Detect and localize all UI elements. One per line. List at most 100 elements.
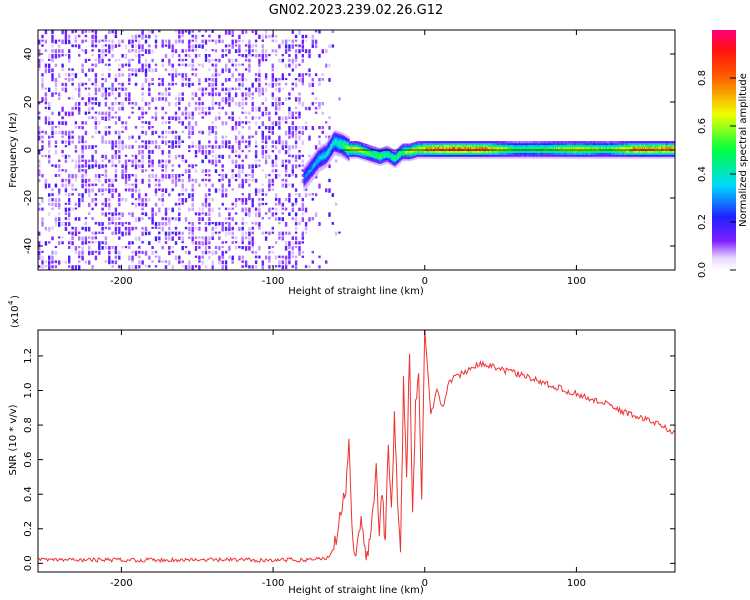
- spectrogram-cell: [151, 212, 154, 218]
- spectrogram-cell: [211, 58, 214, 62]
- spectrogram-cell: [124, 145, 128, 149]
- spectrogram-cell: [94, 30, 98, 35]
- spectrogram-cell: [144, 58, 148, 63]
- spectrogram-ridge-cell: [446, 156, 449, 159]
- spectrogram-ridge-cell: [334, 145, 336, 148]
- spectrogram-ridge-cell: [531, 146, 534, 150]
- spectrogram-cell: [298, 44, 301, 48]
- spectrogram-ridge-cell: [403, 143, 405, 146]
- spectrogram-cell: [161, 188, 164, 192]
- spectrogram-ridge-cell: [475, 141, 478, 144]
- spectrogram-ridge-cell: [336, 149, 339, 153]
- spectrogram-ridge-cell: [414, 153, 417, 156]
- spectrogram-cell: [101, 188, 104, 193]
- spectrogram-cell: [281, 212, 284, 215]
- spectrogram-ridge-cell: [571, 141, 573, 144]
- spectrogram-cell: [174, 140, 178, 145]
- spectrogram-cell: [228, 68, 231, 73]
- spectrogram-cell: [311, 82, 314, 87]
- spectrogram-ridge-cell: [569, 146, 572, 150]
- spectrogram-cell: [121, 30, 124, 33]
- spectrogram-ridge-cell: [362, 158, 365, 161]
- spectrogram-ridge-cell: [546, 156, 549, 159]
- spectrogram-cell: [161, 217, 164, 221]
- spectrogram-cell: [151, 140, 154, 145]
- spectrogram-ridge-cell: [304, 172, 307, 175]
- spectrogram-ridge-cell: [430, 154, 433, 157]
- spectrogram-ridge-cell: [440, 143, 443, 146]
- spectrogram-ridge-cell: [321, 160, 324, 163]
- spectrogram-cell: [78, 126, 81, 129]
- spectrogram-cell: [201, 145, 204, 150]
- spectrogram-ridge-cell: [425, 145, 428, 148]
- spectrogram-ridge-cell: [563, 146, 566, 150]
- spectrogram-cell: [74, 265, 78, 270]
- spectrogram-ridge-cell: [442, 146, 445, 150]
- spectrogram-ridge-cell: [411, 142, 414, 145]
- spectrogram-cell: [111, 39, 114, 44]
- spectrogram-cell: [274, 82, 278, 87]
- spectrogram-cell: [224, 231, 228, 237]
- spectrogram-cell: [164, 92, 168, 96]
- spectrogram-ridge-cell: [392, 149, 395, 152]
- spectrogram-cell: [281, 217, 284, 222]
- spectrogram-ridge-cell: [569, 156, 572, 159]
- spectrogram-cell: [48, 212, 51, 216]
- spectrogram-cell: [54, 54, 58, 59]
- spectrogram-ridge-cell: [326, 158, 329, 161]
- spectrogram-ridge-cell: [348, 149, 350, 153]
- spectrogram-ridge-cell: [309, 177, 312, 180]
- spectrogram-ridge-cell: [449, 146, 452, 150]
- spectrogram-cell: [278, 126, 281, 130]
- spectrogram-cell: [281, 78, 284, 81]
- spectrogram-cell: [211, 150, 214, 153]
- spectrogram-ridge-cell: [477, 145, 480, 148]
- spectrogram-cell: [181, 193, 184, 196]
- spectrogram-ridge-cell: [491, 143, 494, 146]
- spectrogram-cell: [94, 102, 98, 105]
- spectrogram-ridge-cell: [473, 152, 476, 155]
- spectrogram-cell: [54, 126, 58, 129]
- spectrogram-cell: [78, 250, 81, 256]
- spectrogram-cell: [61, 178, 64, 183]
- spectrogram-ridge-cell: [309, 167, 312, 170]
- spectrogram-cell: [274, 169, 278, 173]
- spectrogram-cell: [194, 73, 198, 77]
- spectrogram-ridge-cell: [569, 143, 572, 146]
- spectrogram-ridge-cell: [494, 143, 497, 146]
- spectrogram-cell: [138, 246, 141, 249]
- spectrogram-cell: [221, 87, 224, 92]
- spectrogram-ridge-cell: [525, 146, 528, 150]
- spectrogram-ridge-cell: [369, 158, 371, 161]
- spectrogram-cell: [81, 49, 84, 52]
- spectrogram-cell: [74, 126, 78, 129]
- spectrogram-cell: [78, 169, 81, 173]
- spectrogram-ridge-cell: [397, 147, 400, 150]
- spectrogram-cell: [314, 44, 318, 49]
- spectrogram-ridge-cell: [365, 145, 367, 148]
- spectrogram-cell: [318, 255, 321, 259]
- spectrogram-cell: [144, 39, 148, 44]
- spectrogram-ridge-cell: [367, 152, 369, 155]
- spectrogram-ridge-cell: [604, 145, 607, 148]
- spectrogram-ridge-cell: [567, 150, 570, 153]
- spectrogram-cell: [284, 174, 288, 177]
- spectrogram-cell: [251, 49, 254, 53]
- spectrogram-cell: [44, 154, 48, 158]
- spectrogram-cell: [251, 241, 254, 246]
- spectrogram-ridge-cell: [306, 181, 309, 184]
- spectrogram-cell: [281, 159, 284, 164]
- spectrogram-cell: [64, 39, 68, 45]
- spectrogram-ridge-cell: [590, 152, 592, 155]
- spectrogram-ridge-cell: [505, 150, 507, 153]
- spectrogram-ridge-cell: [473, 145, 476, 148]
- spectrogram-cell: [148, 44, 151, 48]
- spectrogram-ridge-cell: [352, 146, 355, 150]
- spectrogram-ridge-cell: [334, 151, 336, 154]
- spectrogram-ridge-cell: [320, 155, 323, 158]
- spectrogram-cell: [104, 130, 108, 136]
- spectrogram-ridge-cell: [383, 152, 385, 156]
- spectrogram-ridge-cell: [348, 157, 350, 160]
- spectrogram-cell: [248, 135, 251, 139]
- spectrogram-cell: [184, 111, 188, 116]
